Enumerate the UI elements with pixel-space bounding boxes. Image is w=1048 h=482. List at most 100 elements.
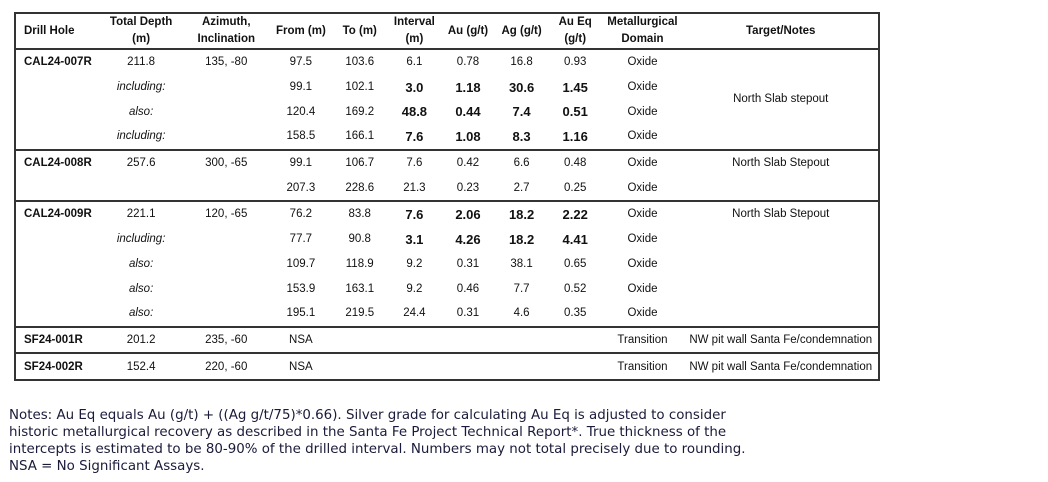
table-body: CAL24-007R 211.8 135, -80 97.5 103.6 6.1 0.78 1… — [15, 49, 879, 380]
cell-target-notes: North Slab Stepout — [683, 200, 879, 227]
cell-to: 103.6 — [345, 56, 375, 69]
cell-azimuth — [183, 175, 269, 201]
cell-au: 1.08 — [455, 128, 481, 144]
cell-domain: Transition — [601, 352, 684, 380]
cell-target-notes: NW pit wall Santa Fe/condemnation — [683, 352, 879, 380]
cell-to: 219.5 — [345, 307, 375, 320]
cell-target-notes — [683, 252, 879, 277]
cell-azimuth: 135, -80 — [205, 56, 248, 69]
cell-aueq: 0.51 — [562, 104, 588, 120]
cell-to: 83.8 — [332, 200, 388, 227]
cell-ag: 7.7 — [513, 282, 530, 295]
cell-azimuth: 235, -60 — [183, 325, 270, 354]
table-row: SF24-001R 201.2 235, -60 NSA Transition NW pi… — [15, 325, 879, 354]
cell-to: 166.1 — [345, 130, 375, 143]
header-au: Au (g/t) — [441, 13, 495, 50]
cell-azimuth — [183, 75, 269, 100]
cell-total-depth: 201.2 — [99, 325, 184, 354]
cell-total-depth: 152.4 — [99, 352, 184, 380]
cell-target-notes: North Slab Stepout — [683, 148, 879, 176]
cell-azimuth: 120, -65 — [183, 200, 270, 227]
cell-domain: Oxide — [601, 200, 684, 227]
cell-ag: 6.6 — [494, 148, 549, 176]
cell-au: 0.46 — [456, 282, 480, 295]
cell-ag: 38.1 — [510, 257, 533, 270]
footnote-line: NSA = No Significant Assays. — [9, 459, 205, 474]
cell-domain: Oxide — [627, 181, 658, 194]
cell-azimuth — [183, 301, 269, 327]
cell-au: 0.78 — [456, 56, 480, 69]
cell-from: 158.5 — [286, 130, 316, 143]
table-row: CAL24-007R 211.8 135, -80 97.5 103.6 6.1 0.78 1… — [15, 49, 879, 105]
cell-ag: 8.3 — [512, 128, 531, 144]
cell-qualifier: also: — [128, 282, 154, 295]
cell-interval: 6.1 — [406, 56, 423, 69]
cell-total-depth: 211.8 — [127, 56, 156, 69]
footnote-line: Notes: Au Eq equals Au (g/t) + ((Ag g/t/… — [9, 408, 726, 423]
cell-from: 99.1 — [289, 81, 313, 94]
cell-interval: 7.6 — [387, 200, 442, 227]
cell-au: 2.06 — [441, 200, 495, 227]
cell-ag: 18.2 — [508, 231, 535, 247]
cell-to: 90.8 — [348, 233, 371, 246]
cell-ag: 2.7 — [513, 181, 530, 194]
drill-results-table: Drill Hole Total Depth (m) Azimuth, Inclin… — [14, 12, 880, 381]
cell-domain: Oxide — [627, 56, 658, 69]
cell-target-notes — [683, 276, 879, 301]
cell-interval: 3.0 — [405, 79, 424, 95]
cell-to — [332, 352, 388, 380]
cell-domain: Transition — [601, 325, 684, 354]
cell-from: NSA — [269, 325, 333, 354]
cell-azimuth — [183, 276, 269, 301]
table-row: also: 195.1 219.5 24.4 0.31 4.6 0.35 Oxide — [15, 301, 879, 327]
cell-au: 0.23 — [456, 181, 480, 194]
header-domain: Metallurgical Domain — [601, 13, 684, 50]
cell-interval: 21.3 — [403, 181, 426, 194]
cell-aueq: 0.35 — [564, 307, 587, 320]
table-row: including: 158.5 166.1 7.6 1.08 8.3 1.16 Oxide — [15, 124, 879, 150]
header-aueq: Au Eq (g/t) — [548, 13, 602, 50]
cell-from: 120.4 — [286, 105, 316, 118]
cell-interval: 3.1 — [405, 231, 424, 247]
cell-domain: Oxide — [627, 81, 658, 94]
cell-aueq: 0.65 — [564, 257, 587, 270]
cell-interval: 7.6 — [387, 148, 442, 176]
cell-au: 0.31 — [456, 257, 480, 270]
cell-au — [441, 325, 495, 354]
cell-drill-hole — [15, 99, 99, 124]
cell-target-notes: NW pit wall Santa Fe/condemnation — [683, 325, 879, 354]
cell-au: 0.44 — [455, 104, 481, 120]
cell-azimuth — [183, 99, 269, 124]
cell-au: 0.31 — [456, 307, 480, 320]
cell-domain: Oxide — [627, 282, 658, 295]
cell-ag: 7.4 — [512, 104, 531, 120]
cell-azimuth: 300, -65 — [183, 148, 270, 176]
cell-interval — [387, 352, 442, 380]
cell-ag — [494, 352, 549, 380]
cell-total-depth: 257.6 — [99, 148, 184, 176]
header-row: Drill Hole Total Depth (m) Azimuth, Inclin… — [15, 13, 879, 50]
cell-au: 1.18 — [455, 79, 481, 95]
header-from: From (m) — [269, 13, 333, 50]
cell-au: 4.26 — [455, 231, 481, 247]
cell-to: 106.7 — [332, 148, 388, 176]
cell-ag: 4.6 — [513, 307, 530, 320]
cell-target-notes: North Slab stepout — [733, 93, 829, 106]
table-row: including: 99.1 102.1 3.0 1.18 30.6 1.45 Oxide — [15, 75, 879, 100]
cell-domain: Oxide — [601, 148, 684, 176]
header-to: To (m) — [332, 13, 388, 50]
drill-results-table-container: Drill Hole Total Depth (m) Azimuth, Inclin… — [14, 12, 880, 381]
table-row: also: 153.9 163.1 9.2 0.46 7.7 0.52 Oxide — [15, 276, 879, 301]
cell-from: 97.5 — [289, 56, 313, 69]
table-row: CAL24-008R 257.6 300, -65 99.1 106.7 7.6 0.42 6… — [15, 148, 879, 176]
table-row: including: 77.7 90.8 3.1 4.26 18.2 4.41 Oxide — [15, 227, 879, 252]
cell-to: 118.9 — [345, 257, 374, 270]
cell-drill-hole — [15, 276, 99, 301]
cell-from: 195.1 — [286, 307, 316, 320]
cell-to: 228.6 — [345, 181, 375, 194]
cell-interval: 9.2 — [406, 257, 423, 270]
cell-drill-hole — [15, 124, 99, 150]
cell-total-depth: 221.1 — [99, 200, 184, 227]
cell-domain: Oxide — [627, 105, 658, 118]
cell-domain: Oxide — [627, 130, 658, 143]
